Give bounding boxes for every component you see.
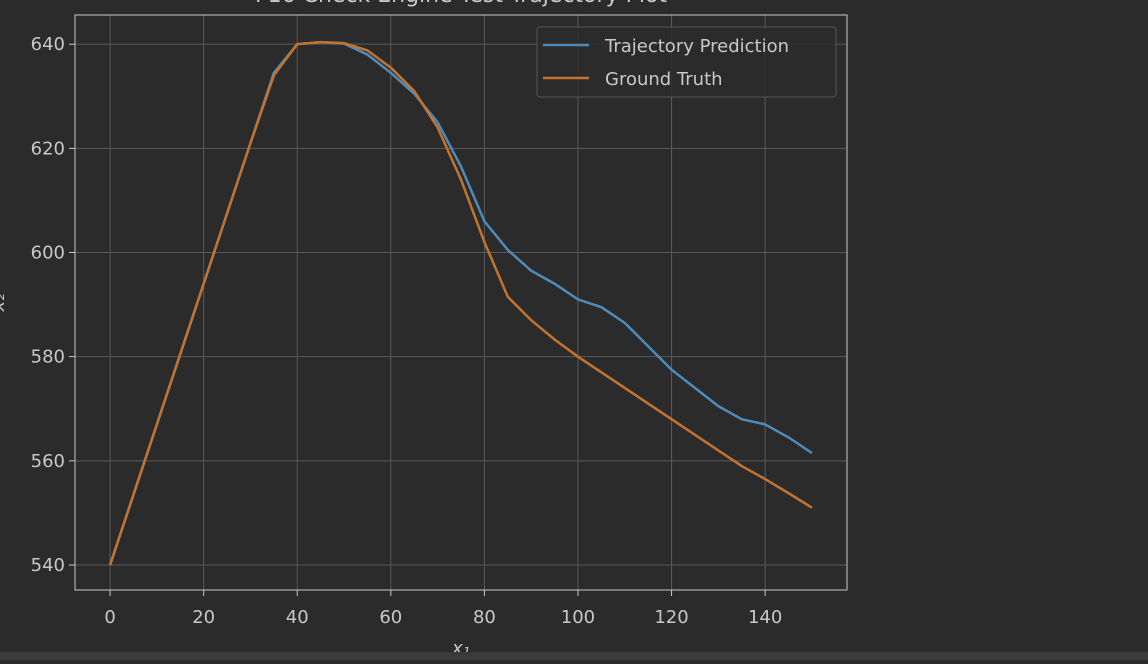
legend-label: Ground Truth: [605, 69, 723, 90]
y-tick-label: 580: [31, 347, 65, 368]
x-tick-label: 120: [654, 607, 688, 628]
y-tick-label: 560: [31, 451, 65, 472]
x-tick-label: 60: [379, 607, 402, 628]
x-tick-label: 140: [748, 607, 782, 628]
chart-title: F16 Check Engine Test Trajectory Plot: [255, 0, 667, 8]
y-tick-label: 600: [31, 243, 65, 264]
x-tick-label: 40: [286, 607, 309, 628]
y-tick-label: 640: [31, 34, 65, 55]
legend-box: [536, 26, 837, 98]
plot-frame: [74, 14, 848, 591]
y-axis-label: x₂: [0, 294, 9, 313]
x-tick-label: 20: [192, 607, 215, 628]
status-strip: [0, 652, 1148, 660]
series-line: [108, 40, 813, 566]
y-tick-label: 620: [31, 138, 65, 159]
legend-label: Trajectory Prediction: [604, 36, 789, 57]
x-tick-label: 100: [561, 607, 595, 628]
x-tick-label: 0: [104, 607, 115, 628]
y-tick-label: 540: [31, 555, 65, 576]
x-tick-label: 80: [473, 607, 496, 628]
